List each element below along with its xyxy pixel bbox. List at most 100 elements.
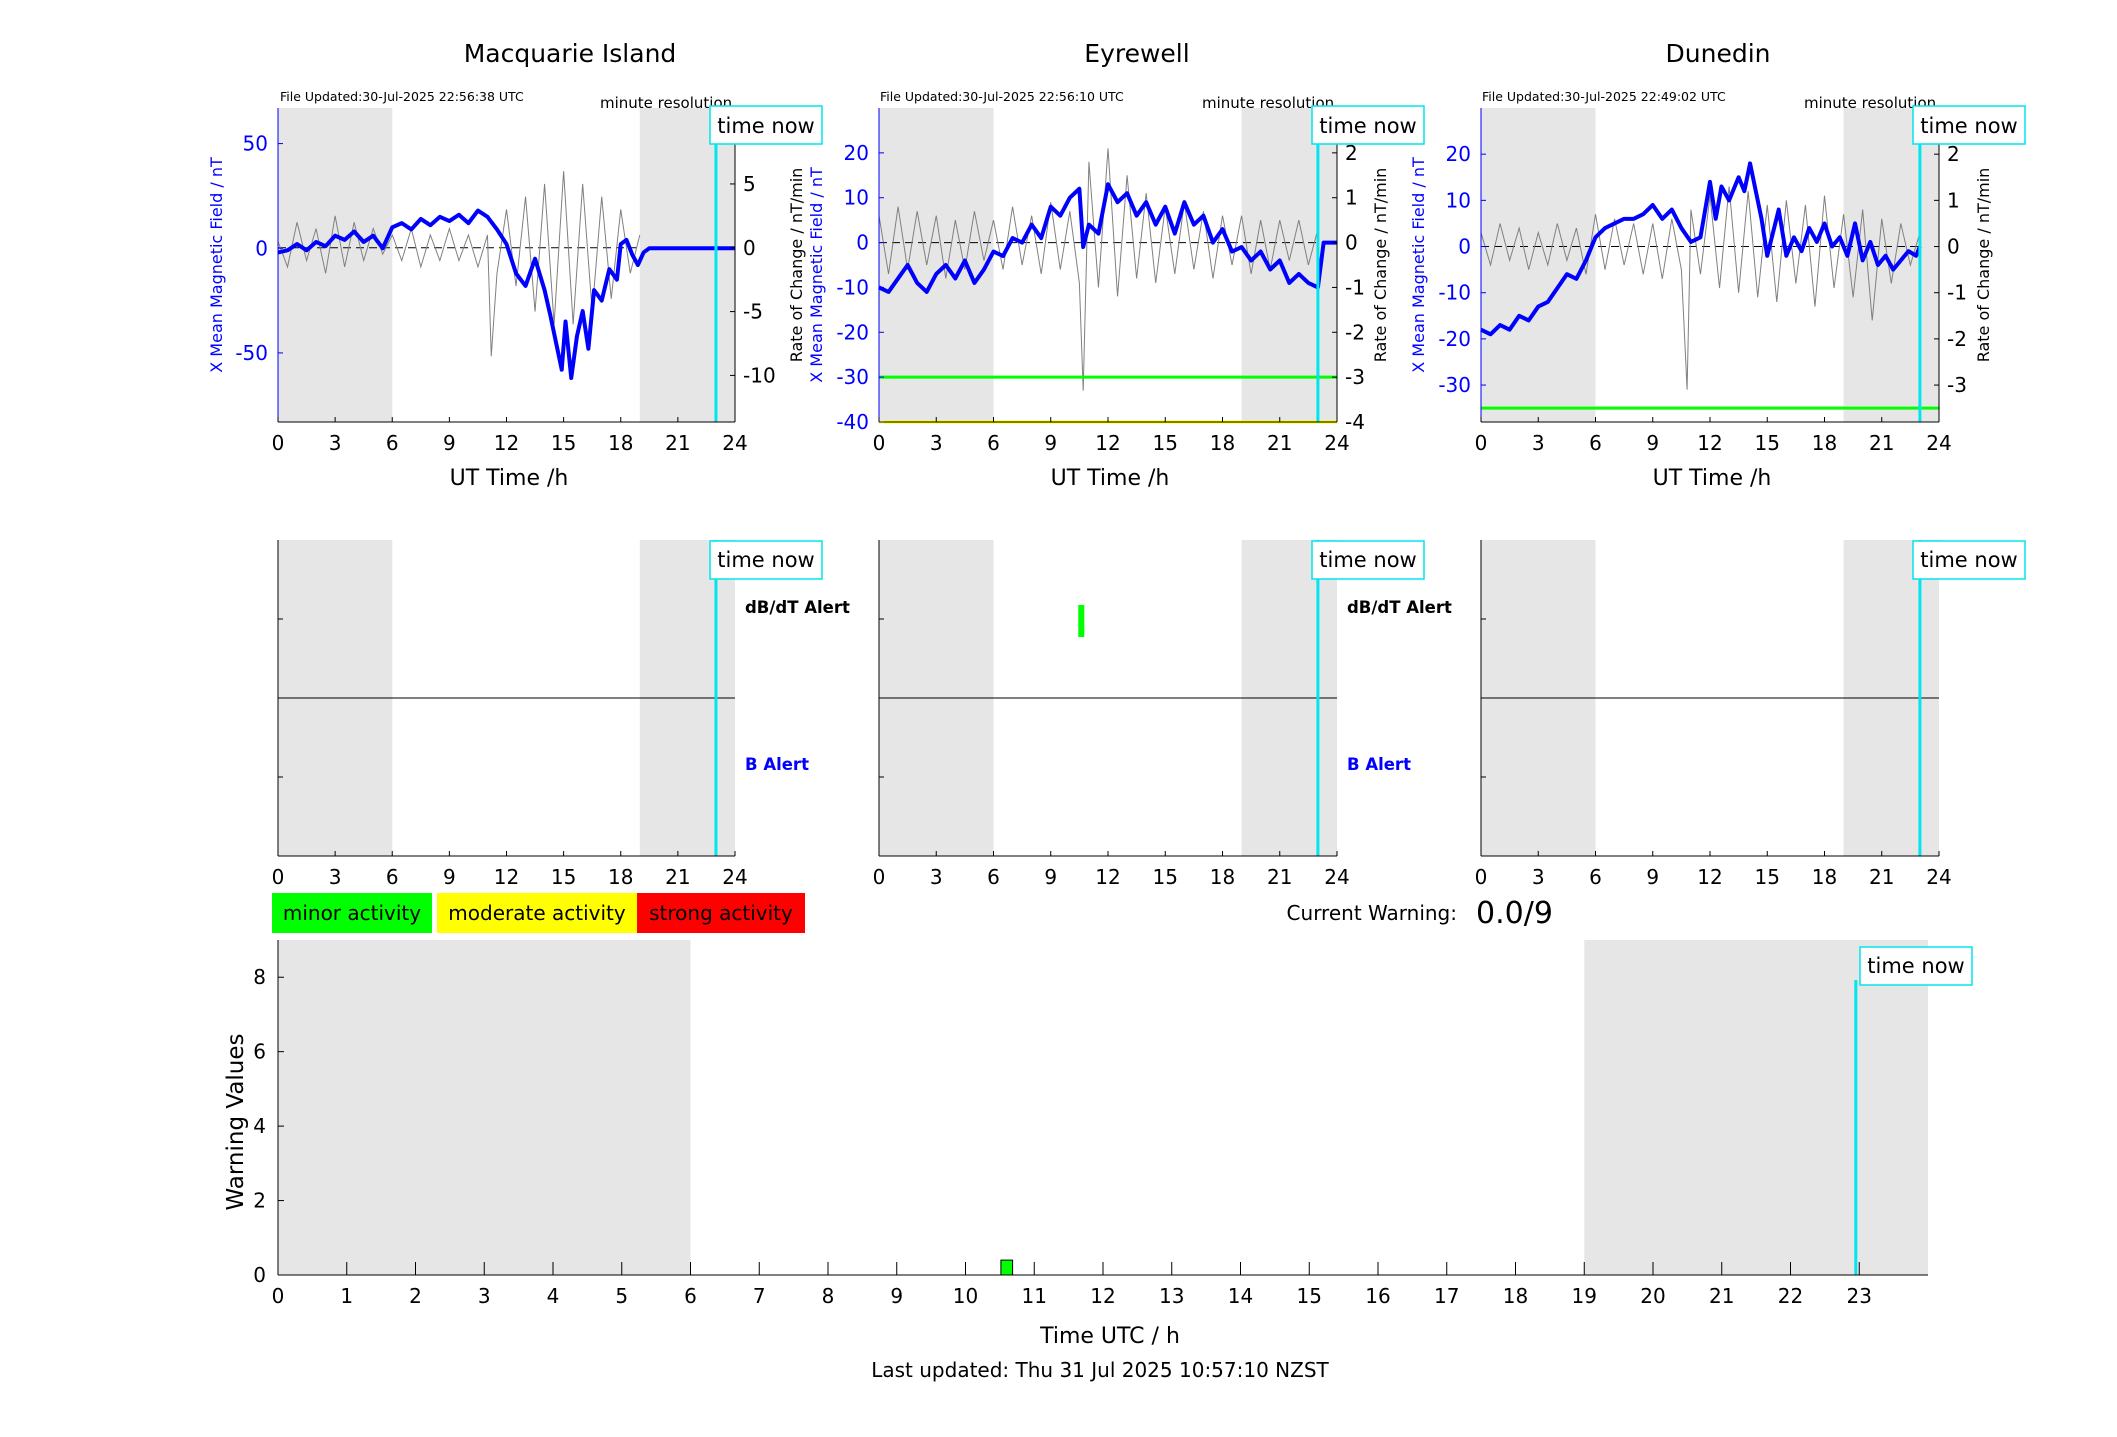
time-now-label: time now <box>1311 540 1425 580</box>
night-shading <box>278 940 691 1275</box>
time-now-text: time now <box>717 114 814 138</box>
x-tick-label: 21 <box>1709 1284 1734 1308</box>
x-tick-label: 1 <box>340 1284 353 1308</box>
time-now-text: time now <box>1319 114 1416 138</box>
y2-tick-label: 2 <box>1345 141 1358 165</box>
activity-legend: minor activity moderate activity strong … <box>272 893 805 933</box>
b-alert-label: B Alert <box>1347 755 1411 774</box>
y-tick-label: 50 <box>243 132 268 156</box>
x-tick-label: 12 <box>1095 431 1120 455</box>
y-tick-label: 6 <box>253 1040 266 1064</box>
time-now-box <box>709 105 823 145</box>
x-tick-label: 21 <box>1267 865 1292 889</box>
x-tick-label: 0 <box>1475 865 1488 889</box>
x-tick-label: 15 <box>551 865 576 889</box>
y-tick-label: -20 <box>836 320 869 344</box>
file-updated-text: File Updated:30-Jul-2025 22:56:10 UTC <box>880 89 1124 104</box>
time-now-text: time now <box>1920 114 2017 138</box>
x-tick-label: 7 <box>753 1284 766 1308</box>
x-tick-label: 12 <box>1697 431 1722 455</box>
alert-plot-area: 0 3 6 9 12 15 18 21 24 <box>272 540 748 889</box>
dbdt-alert-label: dB/dT Alert <box>745 598 850 617</box>
time-now-label: time now <box>1912 540 2026 580</box>
y-tick-label: -20 <box>1438 327 1471 351</box>
left-y-axis-label: X Mean Magnetic Field / nT <box>207 157 226 373</box>
x-tick-label: 4 <box>547 1284 560 1308</box>
x-tick-label: 9 <box>443 431 456 455</box>
x-tick-label: 16 <box>1365 1284 1390 1308</box>
alert-plot-area: 0 3 6 9 12 15 18 21 24 <box>873 540 1350 889</box>
x-tick-label: 15 <box>1153 865 1178 889</box>
alert-panel-eyrewell: 0 3 6 9 12 15 18 21 24 dB/dT Alert B Alert time … <box>873 540 1452 889</box>
legend-strong-swatch <box>637 893 805 933</box>
rate-of-change-line <box>277 171 641 357</box>
y2-tick-label: -10 <box>743 363 776 387</box>
x-tick-label: 17 <box>1434 1284 1459 1308</box>
x-tick-label: 6 <box>1589 865 1602 889</box>
mean-field-line <box>1480 161 1922 337</box>
left-y-axis-label: X Mean Magnetic Field / nT <box>1409 157 1428 373</box>
y-tick-label: 4 <box>253 1114 266 1138</box>
y-tick-label: -30 <box>1438 373 1471 397</box>
x-tick-label: 3 <box>478 1284 491 1308</box>
panel-title: Macquarie Island <box>464 39 677 68</box>
x-tick-label: 9 <box>443 865 456 889</box>
y2-tick-label: 0 <box>1345 231 1358 255</box>
minute-resolution-text: minute resolution <box>1804 94 1936 112</box>
x-tick-label: 21 <box>1869 865 1894 889</box>
left-y-axis-label: X Mean Magnetic Field / nT <box>807 167 826 383</box>
x-tick-label: 15 <box>551 431 576 455</box>
x-tick-label: 24 <box>722 865 747 889</box>
y-tick-label: -10 <box>1438 281 1471 305</box>
x-tick-label: 8 <box>822 1284 835 1308</box>
y2-tick-label: -2 <box>1947 327 1967 351</box>
x-tick-label: 15 <box>1755 865 1780 889</box>
plot-area: 0 3 6 9 12 15 18 21 24-40-30-20-1001020-4-3-2-10… <box>836 108 1365 455</box>
y2-tick-label: -1 <box>1345 275 1365 299</box>
time-now-label: time now <box>1311 105 1425 145</box>
night-shading <box>879 108 994 422</box>
time-now-box <box>1912 105 2026 145</box>
x-tick-label: 19 <box>1572 1284 1597 1308</box>
x-tick-label: 13 <box>1159 1284 1184 1308</box>
x-tick-label: 9 <box>1646 865 1659 889</box>
current-warning-label: Current Warning: <box>1287 901 1457 925</box>
station-panel-eyrewell: 0 3 6 9 12 15 18 21 24-40-30-20-1001020-4-3-2-10… <box>807 39 1425 491</box>
y-tick-label: 10 <box>1446 188 1471 212</box>
x-tick-label: 15 <box>1153 431 1178 455</box>
y-tick-label: -50 <box>235 341 268 365</box>
current-warning-value: 0.0/9 <box>1476 896 1553 931</box>
mean-field-line <box>878 182 1337 294</box>
y-tick-label: 0 <box>255 236 268 260</box>
x-tick-label: 9 <box>1044 431 1057 455</box>
x-tick-label: 3 <box>329 865 342 889</box>
time-now-box <box>1859 946 1973 986</box>
x-tick-label: 14 <box>1228 1284 1253 1308</box>
dbdt-alert-label: dB/dT Alert <box>1347 598 1452 617</box>
y2-tick-label: 0 <box>743 236 756 260</box>
x-tick-label: 15 <box>1755 431 1780 455</box>
x-tick-label: 6 <box>1589 431 1602 455</box>
right-y-axis-label: Rate of Change / nT/min <box>1974 168 1993 363</box>
x-tick-label: 3 <box>1532 431 1545 455</box>
time-now-box <box>1912 540 2026 580</box>
x-tick-label: 9 <box>890 1284 903 1308</box>
x-tick-label: 12 <box>1697 865 1722 889</box>
minute-resolution-text: minute resolution <box>1202 94 1334 112</box>
legend-moderate-label: moderate activity <box>448 901 626 925</box>
y-tick-label: -40 <box>836 410 869 434</box>
y-tick-label: -10 <box>836 275 869 299</box>
last-updated-text: Last updated: Thu 31 Jul 2025 10:57:10 N… <box>871 1358 1329 1382</box>
legend-minor-swatch <box>272 893 432 933</box>
y2-tick-label: 5 <box>743 172 756 196</box>
alert-panel-dunedin: 0 3 6 9 12 15 18 21 24 time now <box>1475 540 2026 889</box>
x-tick-label: 24 <box>1926 431 1951 455</box>
y2-tick-label: -5 <box>743 300 763 324</box>
y2-tick-label: -3 <box>1947 373 1967 397</box>
x-tick-label: 21 <box>1267 431 1292 455</box>
